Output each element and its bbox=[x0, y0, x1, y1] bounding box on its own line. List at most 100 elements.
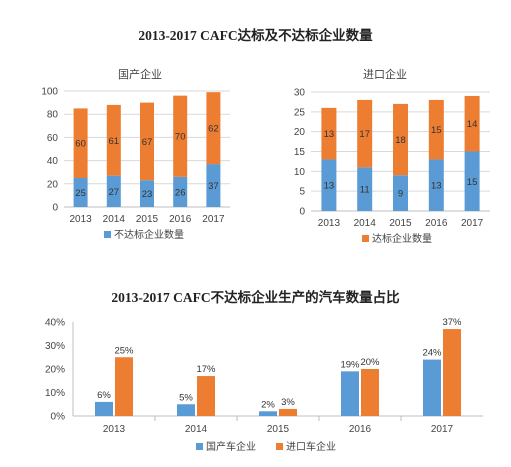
domestic-bar-blue bbox=[140, 180, 154, 207]
import-bar-orange bbox=[357, 99, 373, 168]
domestic-bar-blue bbox=[106, 175, 121, 207]
domestic-bar-blue bbox=[206, 164, 221, 207]
share-ytick-label: 40% bbox=[45, 318, 65, 329]
share-ytick-label: 30% bbox=[45, 341, 65, 352]
domestic-xtick-label: 2016 bbox=[169, 214, 192, 225]
import-ytick-label: 15 bbox=[294, 147, 306, 158]
import-xtick-label: 2014 bbox=[354, 218, 377, 229]
import-chart-title: 进口企业 bbox=[363, 69, 407, 81]
import-ytick-label: 0 bbox=[299, 207, 305, 218]
share-data-label: 20% bbox=[360, 357, 380, 368]
share-data-label: 19% bbox=[340, 359, 360, 370]
domestic-data-label: 37 bbox=[208, 181, 219, 192]
domestic-ytick-label: 20 bbox=[47, 179, 59, 190]
import-data-label: 15 bbox=[431, 125, 442, 136]
import-data-label: 17 bbox=[359, 129, 370, 140]
domestic-data-label: 27 bbox=[109, 187, 120, 198]
import-data-label: 13 bbox=[324, 181, 335, 192]
import-xtick-label: 2016 bbox=[425, 218, 448, 229]
share-xtick-label: 2015 bbox=[267, 424, 290, 435]
import-bar-orange bbox=[393, 103, 408, 176]
share-bar-blue bbox=[341, 371, 359, 416]
domestic-ytick-label: 40 bbox=[47, 156, 59, 167]
domestic-xtick-label: 2017 bbox=[202, 214, 225, 225]
share-xtick-label: 2017 bbox=[431, 424, 454, 435]
domestic-bar-orange bbox=[206, 92, 221, 165]
domestic-data-label: 25 bbox=[75, 188, 86, 199]
import-ytick-label: 10 bbox=[294, 167, 306, 178]
domestic-bar-orange bbox=[106, 104, 121, 176]
share-legend-label: 进口车企业 bbox=[286, 440, 336, 453]
share-legend-swatch bbox=[196, 443, 203, 450]
share-data-label: 17% bbox=[196, 364, 216, 375]
share-data-label: 2% bbox=[261, 399, 275, 410]
domestic-xtick-label: 2015 bbox=[136, 214, 159, 225]
domestic-data-label: 26 bbox=[175, 187, 186, 198]
domestic-data-label: 23 bbox=[142, 189, 153, 200]
share-ytick-label: 20% bbox=[45, 365, 65, 376]
import-bar-blue bbox=[428, 159, 444, 211]
share-bar-blue bbox=[95, 401, 113, 416]
import-bar-blue bbox=[357, 167, 373, 211]
share-data-label: 24% bbox=[422, 348, 442, 359]
import-bar-blue bbox=[321, 159, 337, 211]
domestic-chart-title: 国产企业 bbox=[118, 69, 162, 81]
domestic-data-label: 61 bbox=[109, 136, 120, 147]
share-bar-blue bbox=[423, 359, 441, 416]
import-xtick-label: 2013 bbox=[318, 218, 341, 229]
domestic-ytick-label: 0 bbox=[52, 203, 58, 214]
domestic-xtick-label: 2014 bbox=[103, 214, 126, 225]
share-data-label: 25% bbox=[114, 345, 134, 356]
import-bar-orange bbox=[464, 95, 480, 152]
import-data-label: 13 bbox=[324, 129, 335, 140]
import-ytick-label: 20 bbox=[294, 127, 306, 138]
import-ytick-label: 25 bbox=[294, 107, 306, 118]
share-xtick-label: 2013 bbox=[103, 424, 126, 435]
domestic-bar-orange bbox=[73, 108, 88, 178]
domestic-bar-blue bbox=[173, 176, 188, 207]
share-ytick-label: 10% bbox=[45, 388, 65, 399]
share-bar-blue bbox=[177, 404, 195, 416]
domestic-data-label: 62 bbox=[208, 124, 219, 135]
share-ytick-label: 0% bbox=[51, 412, 66, 423]
domestic-xtick-label: 2013 bbox=[69, 214, 92, 225]
domestic-ytick-label: 100 bbox=[41, 87, 58, 98]
share-data-label: 6% bbox=[97, 390, 111, 401]
domestic-ytick-label: 80 bbox=[47, 110, 59, 121]
import-data-label: 9 bbox=[398, 189, 403, 200]
domestic-bar-orange bbox=[140, 102, 154, 181]
share-legend-swatch bbox=[276, 443, 283, 450]
import-legend-swatch bbox=[362, 235, 369, 242]
import-data-label: 18 bbox=[395, 135, 406, 146]
share-data-label: 3% bbox=[281, 397, 295, 408]
import-bar-orange bbox=[428, 99, 444, 160]
import-data-label: 11 bbox=[360, 185, 370, 196]
import-ytick-label: 30 bbox=[294, 88, 306, 99]
import-bar-orange bbox=[321, 107, 337, 160]
domestic-data-label: 60 bbox=[75, 139, 86, 150]
bottom-title: 2013-2017 CAFC不达标企业生产的汽车数量占比 bbox=[111, 290, 400, 305]
share-xtick-label: 2016 bbox=[349, 424, 372, 435]
import-ytick-label: 5 bbox=[299, 187, 305, 198]
domestic-ytick-label: 60 bbox=[47, 133, 59, 144]
share-data-label: 5% bbox=[179, 392, 193, 403]
import-bar-blue bbox=[393, 175, 408, 211]
domestic-bar-orange bbox=[173, 95, 188, 177]
domestic-legend-label: 不达标企业数量 bbox=[114, 228, 184, 241]
import-xtick-label: 2015 bbox=[389, 218, 412, 229]
domestic-data-label: 70 bbox=[175, 132, 186, 143]
domestic-data-label: 67 bbox=[142, 137, 153, 148]
top-title: 2013-2017 CAFC达标及不达标企业数量 bbox=[138, 28, 373, 43]
share-xtick-label: 2014 bbox=[185, 424, 208, 435]
domestic-bar-blue bbox=[73, 178, 88, 207]
import-xtick-label: 2017 bbox=[461, 218, 484, 229]
share-bar-orange bbox=[361, 369, 379, 416]
domestic-legend-swatch bbox=[104, 231, 111, 238]
share-bar-orange bbox=[279, 408, 297, 416]
import-data-label: 15 bbox=[467, 177, 478, 188]
import-bar-blue bbox=[464, 151, 480, 211]
share-bar-orange bbox=[115, 357, 133, 416]
import-data-label: 14 bbox=[467, 119, 478, 130]
share-bar-blue bbox=[259, 411, 277, 416]
